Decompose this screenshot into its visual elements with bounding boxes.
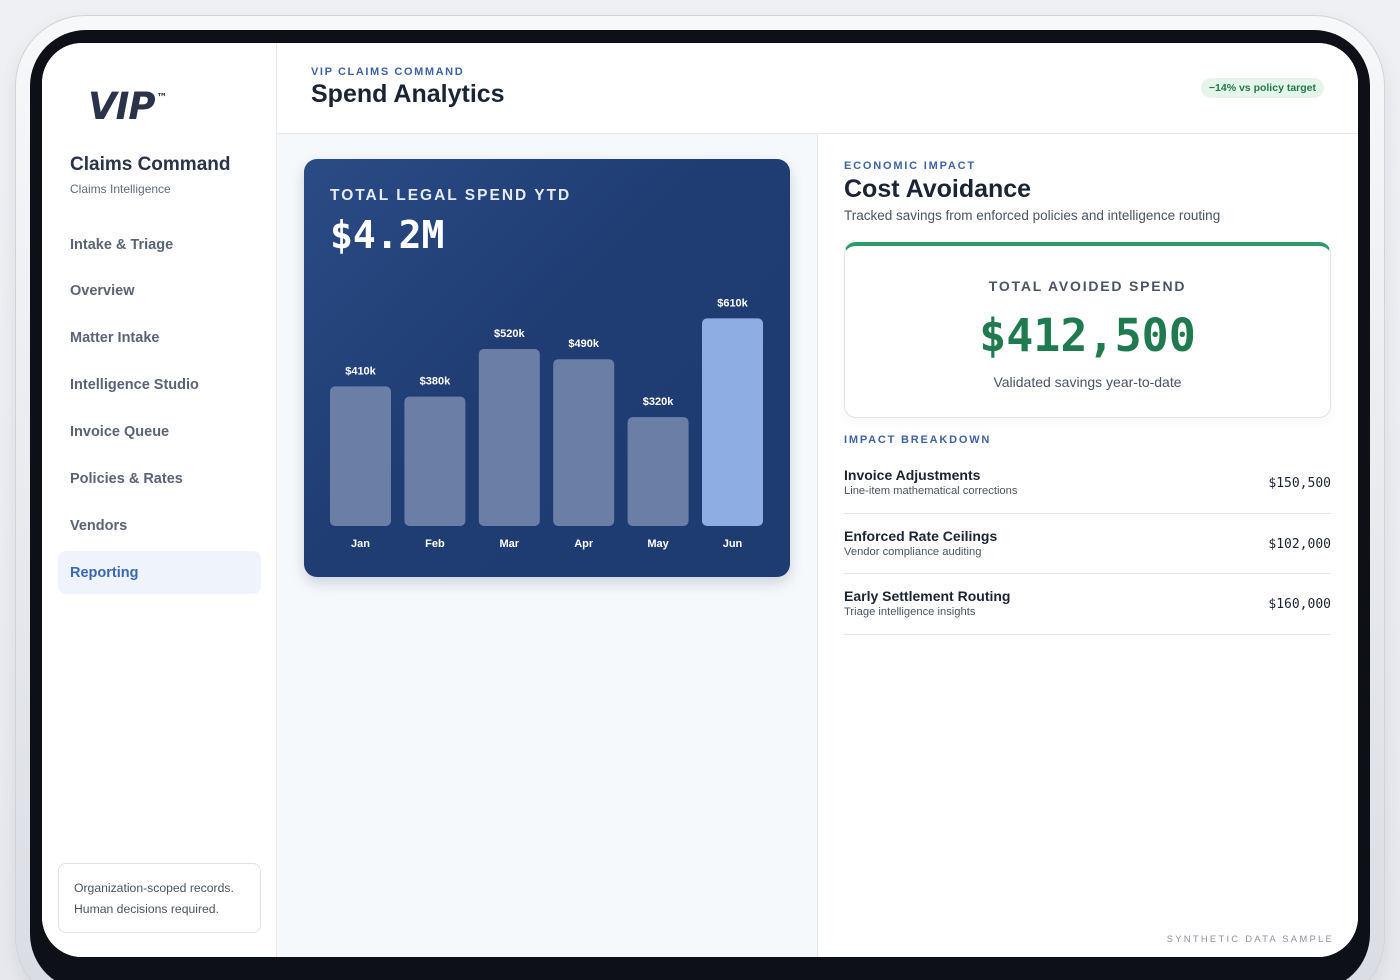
bar-value-label: $320k (643, 396, 674, 408)
bar-mar[interactable] (478, 348, 540, 526)
bar-may[interactable] (627, 417, 689, 526)
impact-description: Tracked savings from enforced policies a… (844, 208, 1221, 223)
bar-apr[interactable] (553, 359, 615, 526)
x-tick-label: Apr (574, 538, 594, 550)
policy-target-badge: −14% vs policy target (1200, 78, 1324, 98)
breakdown-amount: $150,500 (1268, 476, 1331, 491)
bar-jun[interactable] (702, 318, 763, 526)
avoided-spend-label: TOTAL AVOIDED SPEND (988, 278, 1187, 294)
breakdown-desc: Triage intelligence insights (844, 606, 976, 618)
sidebar-item-vendors[interactable]: Vendors (70, 517, 128, 534)
header-eyebrow: VIP CLAIMS COMMAND (311, 66, 465, 78)
avoided-spend-card: TOTAL AVOIDED SPEND $412,500 Validated s… (844, 242, 1331, 418)
governance-note-line2: Human decisions required. (74, 901, 219, 916)
page-header: VIP CLAIMS COMMAND Spend Analytics −14% … (277, 43, 1358, 134)
synthetic-data-watermark: SYNTHETIC DATA SAMPLE (1166, 934, 1334, 945)
bar-value-label: $520k (494, 328, 525, 340)
avoided-spend-subtitle: Validated savings year-to-date (993, 374, 1182, 390)
avoided-spend-value: $412,500 (979, 309, 1196, 362)
sidebar-item-matter-intake[interactable]: Matter Intake (70, 330, 160, 347)
sidebar-item-policies-rates[interactable]: Policies & Rates (70, 470, 183, 487)
breakdown-amount: $160,000 (1268, 597, 1331, 612)
impact-breakdown-list: Invoice Adjustments Line-item mathematic… (844, 453, 1331, 635)
sidebar-item-invoice-queue[interactable]: Invoice Queue (70, 424, 170, 441)
sidebar-item-intelligence-studio[interactable]: Intelligence Studio (70, 377, 199, 394)
breakdown-name: Enforced Rate Ceilings (844, 527, 998, 544)
monthly-spend-chart: $410k Jan $380k Feb $520k Mar $490k Apr $320k May… (330, 297, 763, 550)
app-title: Claims Command (70, 154, 231, 175)
governance-note: Organization-scoped records. Human decis… (58, 863, 261, 933)
vip-logo[interactable]: VIP ™ (88, 85, 168, 128)
breakdown-row-early-settlement[interactable]: Early Settlement Routing Triage intellig… (844, 574, 1331, 635)
impact-eyebrow: ECONOMIC IMPACT (844, 160, 976, 172)
bar-value-label: $490k (568, 338, 599, 350)
app-screen: VIP ™ Claims Command Claims Intelligence … (42, 43, 1358, 957)
bar-jan[interactable] (330, 386, 391, 526)
breakdown-desc: Line-item mathematical corrections (844, 485, 1018, 497)
breakdown-row-rate-ceilings[interactable]: Enforced Rate Ceilings Vendor compliance… (844, 514, 1331, 574)
page-title: Spend Analytics (311, 80, 505, 108)
bar-value-label: $610k (717, 297, 748, 309)
logo-trademark: ™ (156, 91, 168, 104)
x-tick-label: May (647, 538, 669, 550)
sidebar: VIP ™ Claims Command Claims Intelligence … (42, 43, 277, 957)
legal-spend-label: TOTAL LEGAL SPEND YTD (330, 187, 572, 204)
legal-spend-card: TOTAL LEGAL SPEND YTD $4.2M $410k Jan $380… (304, 159, 790, 577)
breakdown-amount: $102,000 (1268, 536, 1331, 552)
x-tick-label: Jun (723, 538, 743, 550)
x-tick-label: Feb (425, 538, 445, 550)
app-subtitle: Claims Intelligence (70, 182, 171, 196)
sidebar-nav: Intake & Triage Overview Matter Intake I… (58, 223, 261, 598)
breakdown-row-invoice-adjustments[interactable]: Invoice Adjustments Line-item mathematic… (844, 453, 1331, 514)
legal-spend-value: $4.2M (330, 213, 445, 257)
sidebar-item-overview[interactable]: Overview (70, 283, 135, 300)
x-tick-label: Mar (500, 538, 520, 550)
spend-panel: TOTAL LEGAL SPEND YTD $4.2M $410k Jan $380… (277, 134, 818, 957)
cost-avoidance-panel: ECONOMIC IMPACT Cost Avoidance Tracked s… (819, 134, 1358, 957)
x-tick-label: Jan (351, 538, 370, 550)
breakdown-name: Early Settlement Routing (844, 588, 1011, 604)
bar-value-label: $410k (345, 365, 376, 377)
breakdown-desc: Vendor compliance auditing (844, 545, 982, 558)
impact-title: Cost Avoidance (844, 175, 1032, 203)
sidebar-item-intake-triage[interactable]: Intake & Triage (70, 236, 174, 253)
bar-value-label: $380k (420, 376, 451, 388)
sidebar-item-reporting[interactable]: Reporting (58, 551, 261, 595)
logo-text: VIP (88, 85, 156, 128)
governance-note-line1: Organization-scoped records. (74, 881, 234, 895)
bar-feb[interactable] (404, 396, 466, 526)
breakdown-name: Invoice Adjustments (844, 467, 981, 483)
breakdown-eyebrow: IMPACT BREAKDOWN (844, 434, 992, 446)
